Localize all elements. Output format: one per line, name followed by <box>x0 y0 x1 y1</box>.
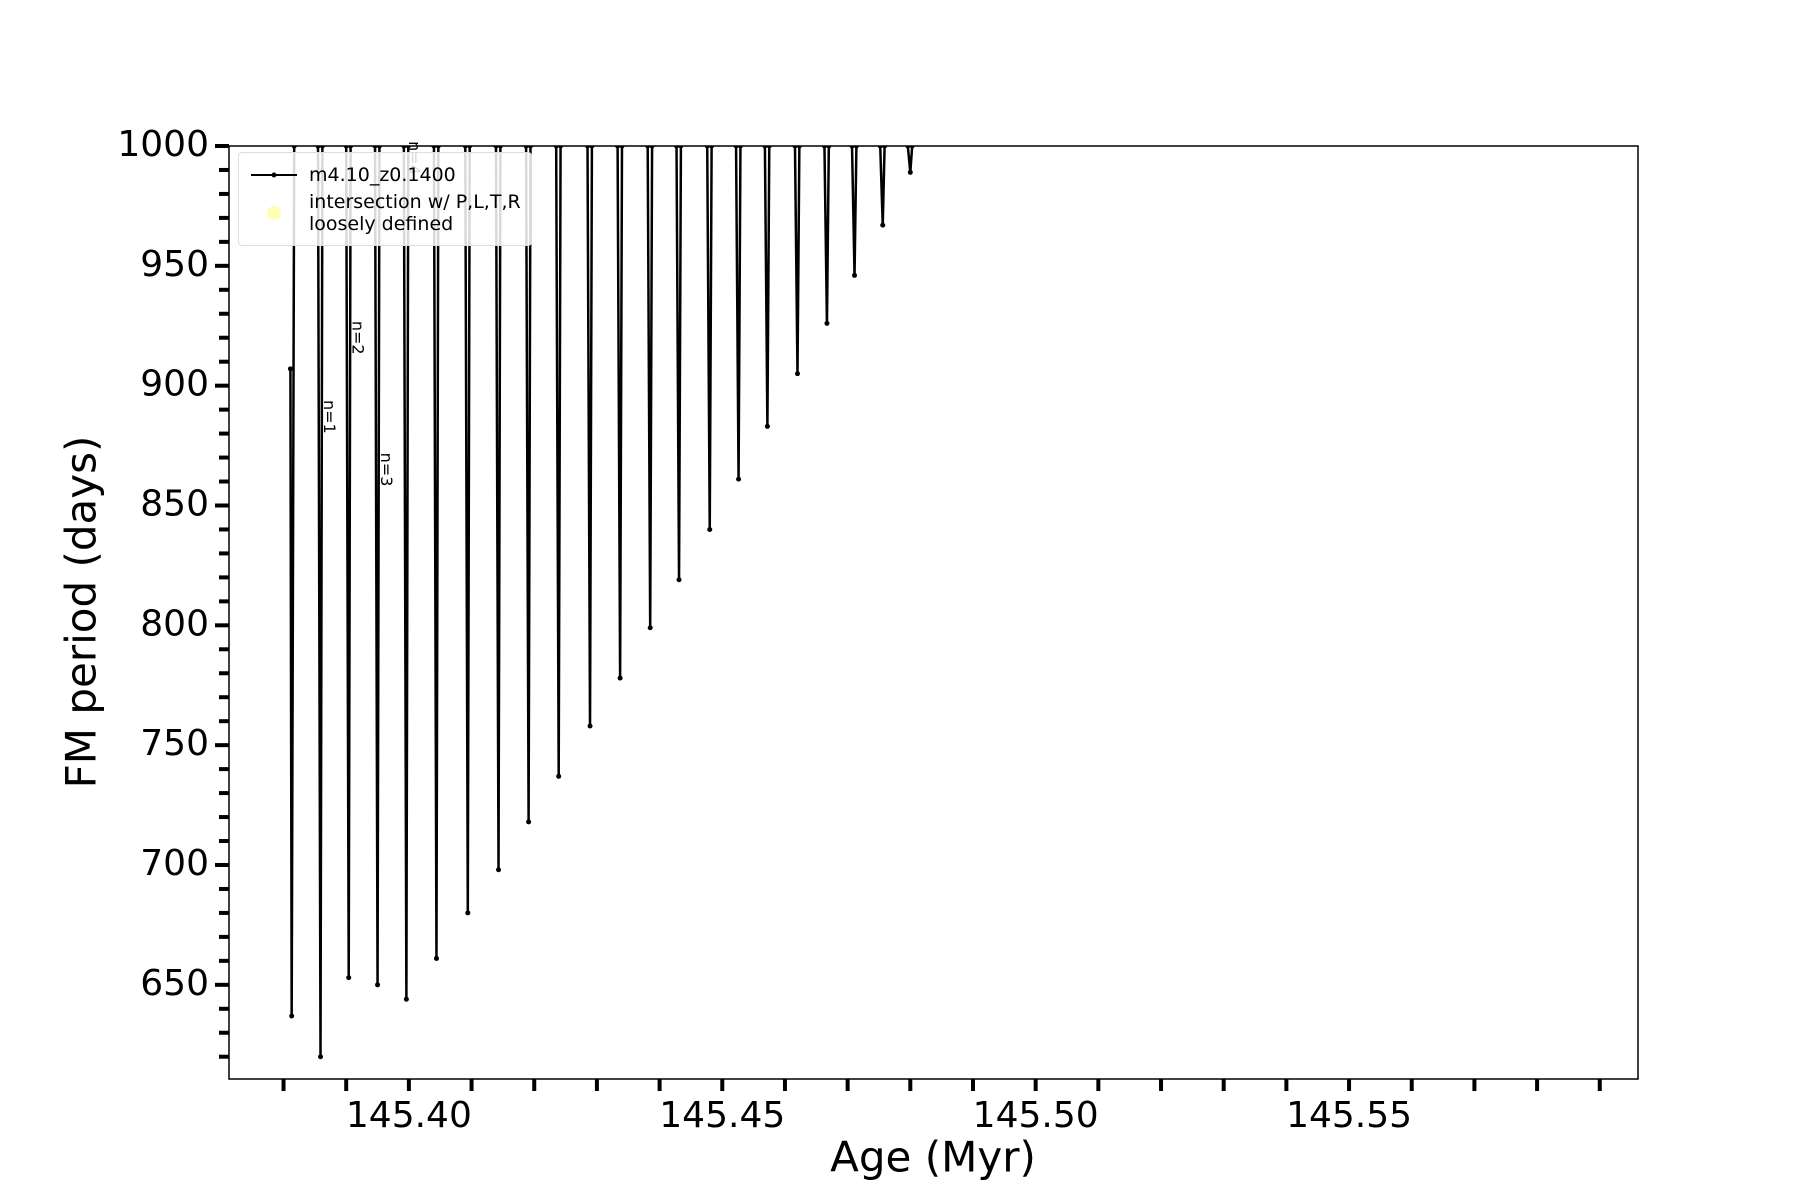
series-line <box>289 146 914 1057</box>
series-marker <box>619 146 625 149</box>
series-marker <box>497 146 503 149</box>
series-marker <box>678 146 684 149</box>
annotation: n=1 <box>320 400 339 434</box>
series-marker <box>462 146 468 149</box>
series-marker <box>649 146 655 149</box>
series-marker <box>796 146 802 149</box>
series-marker <box>527 146 533 149</box>
series-marker <box>558 146 564 149</box>
legend-swatch <box>267 206 281 220</box>
annotation: n=2 <box>348 321 367 355</box>
series-marker <box>766 146 772 149</box>
series-marker <box>403 996 409 1002</box>
series-marker <box>826 146 832 149</box>
series-marker <box>343 146 349 149</box>
series-marker <box>287 366 293 372</box>
y-tick-label: 750 <box>140 723 209 764</box>
series-marker <box>553 146 559 149</box>
legend-swatch <box>251 172 297 178</box>
series-marker <box>880 222 886 228</box>
series-marker <box>431 146 437 149</box>
series-marker <box>853 146 859 149</box>
legend-marker <box>267 206 281 220</box>
series-marker <box>707 526 713 532</box>
series-marker <box>585 146 591 149</box>
series-marker <box>736 476 742 482</box>
legend-entry: intersection w/ P,L,T,R loosely defined <box>249 191 521 235</box>
series-marker <box>674 146 680 149</box>
series-marker <box>376 146 382 149</box>
y-tick-label: 900 <box>140 364 209 405</box>
series-marker <box>291 146 297 149</box>
x-tick-label: 145.45 <box>659 1095 785 1136</box>
series-marker <box>762 146 768 149</box>
series-marker <box>435 146 441 149</box>
series-marker <box>318 1054 324 1060</box>
series-marker <box>794 371 800 377</box>
legend-label: m4.10_z0.1400 <box>309 164 456 186</box>
series-marker <box>824 320 830 326</box>
series-marker <box>676 577 682 583</box>
x-axis-label: Age (Myr) <box>830 1133 1036 1182</box>
y-tick-label: 850 <box>140 483 209 524</box>
series-marker <box>496 867 502 873</box>
legend-marker <box>271 172 277 178</box>
series-marker <box>907 169 913 175</box>
series-marker <box>909 146 915 149</box>
series-marker <box>346 975 352 981</box>
series-marker <box>405 146 411 149</box>
y-tick-label: 1000 <box>117 124 209 165</box>
series-marker <box>615 146 621 149</box>
plot-frame <box>228 145 1639 1080</box>
series-marker <box>733 146 739 149</box>
series-marker <box>319 146 325 149</box>
series-marker <box>401 146 407 149</box>
annotation: n=3 <box>377 453 396 487</box>
series-marker <box>589 146 595 149</box>
series-marker <box>617 675 623 681</box>
x-tick-label: 145.50 <box>973 1095 1099 1136</box>
series-marker <box>709 146 715 149</box>
series-marker <box>647 625 653 631</box>
x-tick-label: 145.55 <box>1286 1095 1412 1136</box>
x-tick-label: 145.40 <box>346 1095 472 1136</box>
series-marker <box>587 723 593 729</box>
y-tick-label: 950 <box>140 244 209 285</box>
series-marker <box>433 955 439 961</box>
series-marker <box>315 146 321 149</box>
series-marker <box>882 146 888 149</box>
series-marker <box>849 146 855 149</box>
series-marker <box>556 773 562 779</box>
legend-label: intersection w/ P,L,T,R loosely defined <box>309 191 521 235</box>
series-marker <box>764 423 770 429</box>
series-marker <box>704 146 710 149</box>
series-marker <box>289 1013 295 1019</box>
series-marker <box>852 272 858 278</box>
y-tick-label: 800 <box>140 603 209 644</box>
series-marker <box>821 146 827 149</box>
series-marker <box>493 146 499 149</box>
series-marker <box>467 146 473 149</box>
series-marker <box>737 146 743 149</box>
series-marker <box>645 146 651 149</box>
series-marker <box>792 146 798 149</box>
series-marker <box>348 146 354 149</box>
series-marker <box>523 146 529 149</box>
y-tick-label: 650 <box>140 963 209 1004</box>
y-axis-label: FM period (days) <box>57 436 106 789</box>
series-marker <box>375 982 381 988</box>
y-tick-label: 700 <box>140 843 209 884</box>
series-marker <box>526 819 532 825</box>
series-marker <box>372 146 378 149</box>
series-marker <box>905 146 911 149</box>
plot-area <box>287 146 915 1060</box>
series-marker <box>877 146 883 149</box>
series-marker <box>465 910 471 916</box>
legend: m4.10_z0.1400 intersection w/ P,L,T,R loo… <box>238 152 532 246</box>
legend-entry: m4.10_z0.1400 <box>249 163 521 187</box>
